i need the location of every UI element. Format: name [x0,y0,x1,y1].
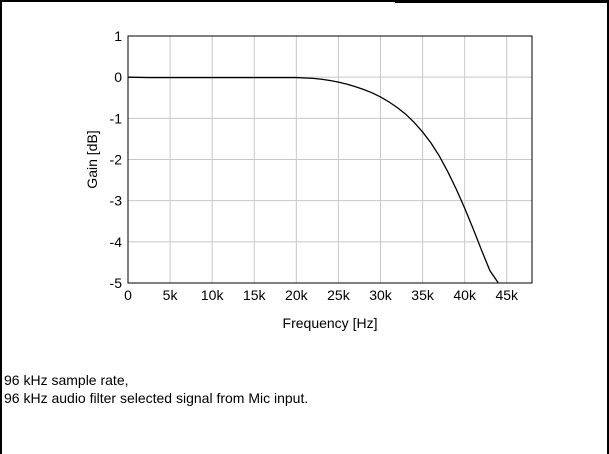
y-tick-label: -4 [110,234,123,250]
x-tick-label: 0 [124,287,132,303]
grid-lines [128,36,532,283]
x-tick-label: 20k [285,287,309,303]
tick-labels: 0 5k 10k 15k 20k 25k 30k 35k 40k 45k 1 0 -1 -2 -3 -4 -5 [110,28,519,303]
caption-line-1: 96 kHz sample rate, [4,372,129,388]
plot-area [127,35,533,284]
series-line [127,76,499,284]
x-tick-label: 25k [327,287,351,303]
y-tick-label: -5 [110,275,123,291]
x-tick-label: 15k [243,287,267,303]
y-tick-label: 1 [114,28,122,44]
x-tick-label: 5k [163,287,179,303]
y-tick-label: -3 [110,193,123,209]
y-tick-label: -1 [110,110,123,126]
x-tick-label: 30k [369,287,393,303]
frame-left-border [0,0,2,454]
caption-line-2: 96 kHz audio filter selected signal from… [4,390,309,406]
x-axis-label: Frequency [Hz] [283,315,378,331]
clipped-title-fragment [395,0,609,3]
x-tick-label: 40k [453,287,477,303]
y-tick-label: 0 [114,69,122,85]
x-tick-label: 45k [495,287,519,303]
y-axis-label: Gain [dB] [84,130,100,188]
x-tick-label: 10k [201,287,225,303]
x-tick-label: 35k [411,287,435,303]
y-tick-label: -2 [110,152,123,168]
frame-right-border [607,0,609,454]
frame-top-border [0,0,609,2]
